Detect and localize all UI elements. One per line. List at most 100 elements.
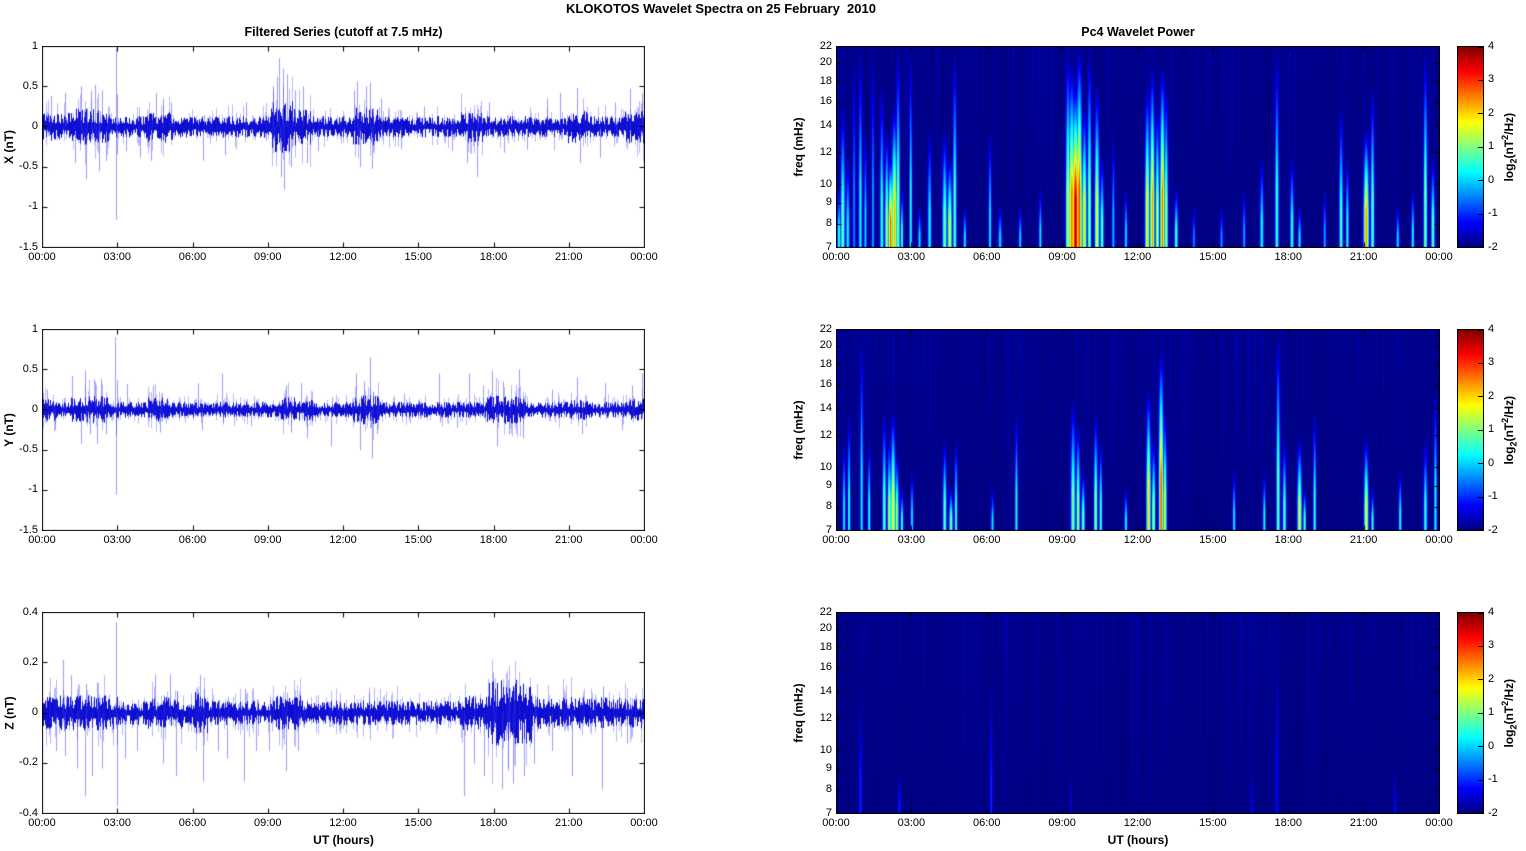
x-tick-label: 18:00 — [479, 251, 508, 263]
x-tick-label: 03:00 — [103, 534, 132, 546]
left-column-title: Filtered Series (cutoff at 7.5 mHz) — [244, 25, 443, 39]
y-tick-label: 16 — [819, 661, 832, 674]
y-tick-label: -1 — [28, 483, 38, 496]
colorbar-tick-label: 0 — [1488, 739, 1495, 752]
y-tick-label: 10 — [819, 743, 832, 756]
x-tick-label: 21:00 — [554, 251, 583, 263]
colorbar-tick-label: 3 — [1488, 356, 1495, 368]
colorbar-x-wavelet: log2(nT2/Hz) 4 3 2 1 0 -1 -2 — [1457, 40, 1518, 253]
colorbar-tick-mark — [1478, 746, 1483, 747]
y-tick-label: -1.5 — [19, 240, 38, 253]
y-tick-label: 12 — [819, 145, 832, 158]
colorbar-tick-mark — [1478, 330, 1483, 331]
y-tick-label: -0.5 — [19, 160, 38, 173]
colorbar-tick-label: 0 — [1488, 173, 1495, 186]
x-tick-label: 12:00 — [1123, 251, 1152, 263]
x-tick-label: 21:00 — [1349, 251, 1378, 263]
colorbar-tick-label: -1 — [1488, 207, 1498, 219]
y-tick-label: -1 — [28, 200, 38, 213]
z-wavelet-spectrogram — [836, 612, 1440, 814]
y-tick-label: 0.2 — [22, 655, 38, 668]
colorbar-tick-label: 1 — [1488, 140, 1495, 152]
x-tick-label: 09:00 — [253, 817, 282, 829]
y-wavelet-spectrogram — [836, 329, 1440, 531]
x-tick-label: 12:00 — [329, 251, 357, 263]
colorbar-tick-mark — [1478, 79, 1483, 81]
x-tick-label: 00:00 — [822, 817, 850, 829]
y-tick-label: 8 — [825, 783, 832, 796]
y-tick-label: 9 — [825, 196, 832, 209]
colorbar-tick-mark — [1478, 113, 1483, 114]
x-tick-label: 12:00 — [1123, 817, 1152, 829]
y-tick-label: 0 — [31, 119, 38, 132]
x-tick-label: 12:00 — [329, 534, 357, 546]
z-series-x-axis-label: UT (hours) — [313, 833, 374, 847]
x-tick-label: 06:00 — [178, 534, 207, 546]
colorbar-tick-mark — [1478, 180, 1483, 181]
y-tick-label: 7 — [825, 523, 832, 536]
colorbar-tick-mark — [1478, 396, 1483, 397]
colorbar-tick-label: 0 — [1488, 456, 1495, 469]
y-tick-label: 22 — [819, 605, 832, 618]
x-tick-label: 06:00 — [178, 251, 207, 263]
colorbar-tick-label: -2 — [1488, 240, 1498, 253]
panel-x-filtered-series: Filtered Series (cutoff at 7.5 mHz) X (n… — [2, 25, 658, 263]
y-tick-label: 12 — [819, 711, 832, 724]
x-tick-label: 09:00 — [1048, 817, 1076, 829]
x-tick-label: 00:00 — [630, 534, 658, 546]
x-tick-label: 12:00 — [1123, 534, 1152, 546]
x-tick-label: 00:00 — [1425, 534, 1453, 546]
x-tick-label: 18:00 — [479, 817, 508, 829]
y-tick-label: -1.5 — [19, 523, 38, 536]
colorbar-tick-label: 3 — [1488, 639, 1495, 651]
y-tick-label: 20 — [819, 339, 832, 352]
figure-title: KLOKOTOS Wavelet Spectra on 25 February … — [566, 1, 876, 16]
y-tick-label: 8 — [825, 500, 832, 513]
colorbar-tick-mark — [1478, 529, 1483, 530]
x-tick-label: 21:00 — [554, 817, 583, 829]
x-tick-label: 09:00 — [253, 534, 282, 546]
x-tick-label: 03:00 — [103, 251, 132, 263]
x-tick-label: 15:00 — [1199, 534, 1227, 546]
colorbar-tick-label: 4 — [1488, 322, 1495, 335]
y-tick-label: 8 — [825, 217, 832, 230]
y-tick-label: 16 — [819, 378, 832, 391]
x-tick-label: 15:00 — [404, 817, 433, 829]
y-tick-label: 0.5 — [22, 362, 38, 375]
y-tick-label: 20 — [819, 622, 832, 635]
x-tick-label: 00:00 — [630, 817, 658, 829]
y-tick-label: 12 — [819, 428, 832, 441]
colorbar-tick-mark — [1478, 146, 1483, 148]
colorbar-tick-mark — [1478, 779, 1483, 781]
x-tick-label: 18:00 — [1274, 251, 1303, 263]
colorbar-tick-mark — [1478, 613, 1483, 614]
colorbar-z-wavelet: log2(nT2/Hz) 4 3 2 1 0 -1 -2 — [1457, 606, 1518, 819]
colorbar-tick-mark — [1478, 213, 1483, 215]
x-tick-label: 06:00 — [972, 817, 1001, 829]
x-tick-label: 18:00 — [479, 534, 508, 546]
x-tick-label: 00:00 — [1425, 817, 1453, 829]
right-column-title: Pc4 Wavelet Power — [1081, 25, 1195, 39]
x-filtered-series-plot — [42, 46, 645, 248]
colorbar-tick-mark — [1478, 246, 1483, 247]
y-tick-label: 18 — [819, 74, 832, 87]
y-tick-label: 0 — [31, 402, 38, 415]
y-tick-label: 22 — [819, 39, 832, 52]
colorbar-tick-mark — [1478, 362, 1483, 364]
y-tick-label: 18 — [819, 640, 832, 653]
x-tick-label: 09:00 — [1048, 534, 1076, 546]
colorbar-tick-label: 3 — [1488, 73, 1495, 85]
y-tick-label: 14 — [819, 118, 832, 131]
x-wavelet-spectrogram — [836, 46, 1440, 248]
panel-z-filtered-series: Z (nT) UT (hours) 00:00 03:00 06:00 09:00 12… — [2, 606, 658, 848]
x-tick-label: 00:00 — [630, 251, 658, 263]
x-tick-label: 00:00 — [1425, 251, 1453, 263]
colorbar-tick-mark — [1478, 463, 1483, 464]
colorbar-tick-label: 2 — [1488, 672, 1495, 685]
y-filtered-series-plot — [42, 329, 645, 531]
x-tick-label: 03:00 — [897, 817, 926, 829]
panel-y-filtered-series: Y (nT) 00:00 03:00 06:00 09:00 12:00 15:00 18:… — [2, 323, 658, 547]
colorbar-tick-label: 1 — [1488, 706, 1495, 718]
colorbar-tick-label: 2 — [1488, 389, 1495, 402]
